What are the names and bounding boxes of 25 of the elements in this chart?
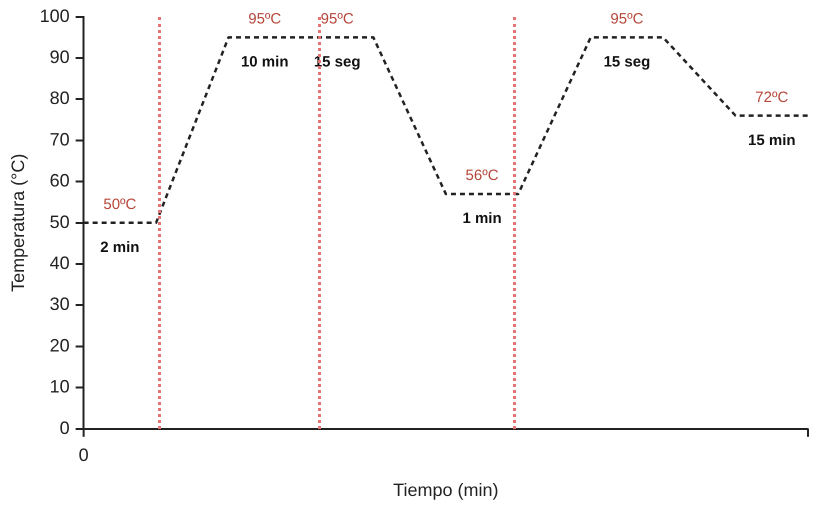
y-tick-label: 20 (50, 335, 70, 356)
y-tick-label: 60 (50, 170, 70, 191)
annotation: 95ºC (610, 10, 644, 28)
y-tick-label: 100 (40, 6, 70, 26)
x-axis-title: Tiempo (min) (393, 480, 498, 500)
y-tick-label: 90 (50, 46, 70, 67)
annotation: 2 min (100, 238, 140, 256)
annotation: 95ºC (248, 10, 282, 28)
annotation: 56ºC (466, 167, 499, 184)
annotation: 15 min (748, 132, 796, 149)
annotation: 72ºC (755, 88, 788, 106)
annotation: 95ºC (320, 10, 354, 28)
text: 0 (78, 444, 89, 465)
annotation: 15 seg (604, 54, 650, 71)
y-tick-label: 80 (50, 88, 70, 108)
annotation: 1 min (462, 210, 502, 228)
annotation: 50ºC (103, 196, 137, 213)
y-tick-label: 70 (50, 129, 70, 150)
y-axis-title: Temperatura (°C) (8, 154, 28, 292)
y-tick-label: 50 (50, 212, 70, 232)
y-tick-label: 40 (50, 252, 70, 273)
annotation: 10 min (240, 54, 288, 71)
y-tick-label: 10 (50, 376, 70, 397)
y-tick-label: 0 (60, 418, 70, 438)
y-tick-label: 30 (50, 294, 70, 314)
